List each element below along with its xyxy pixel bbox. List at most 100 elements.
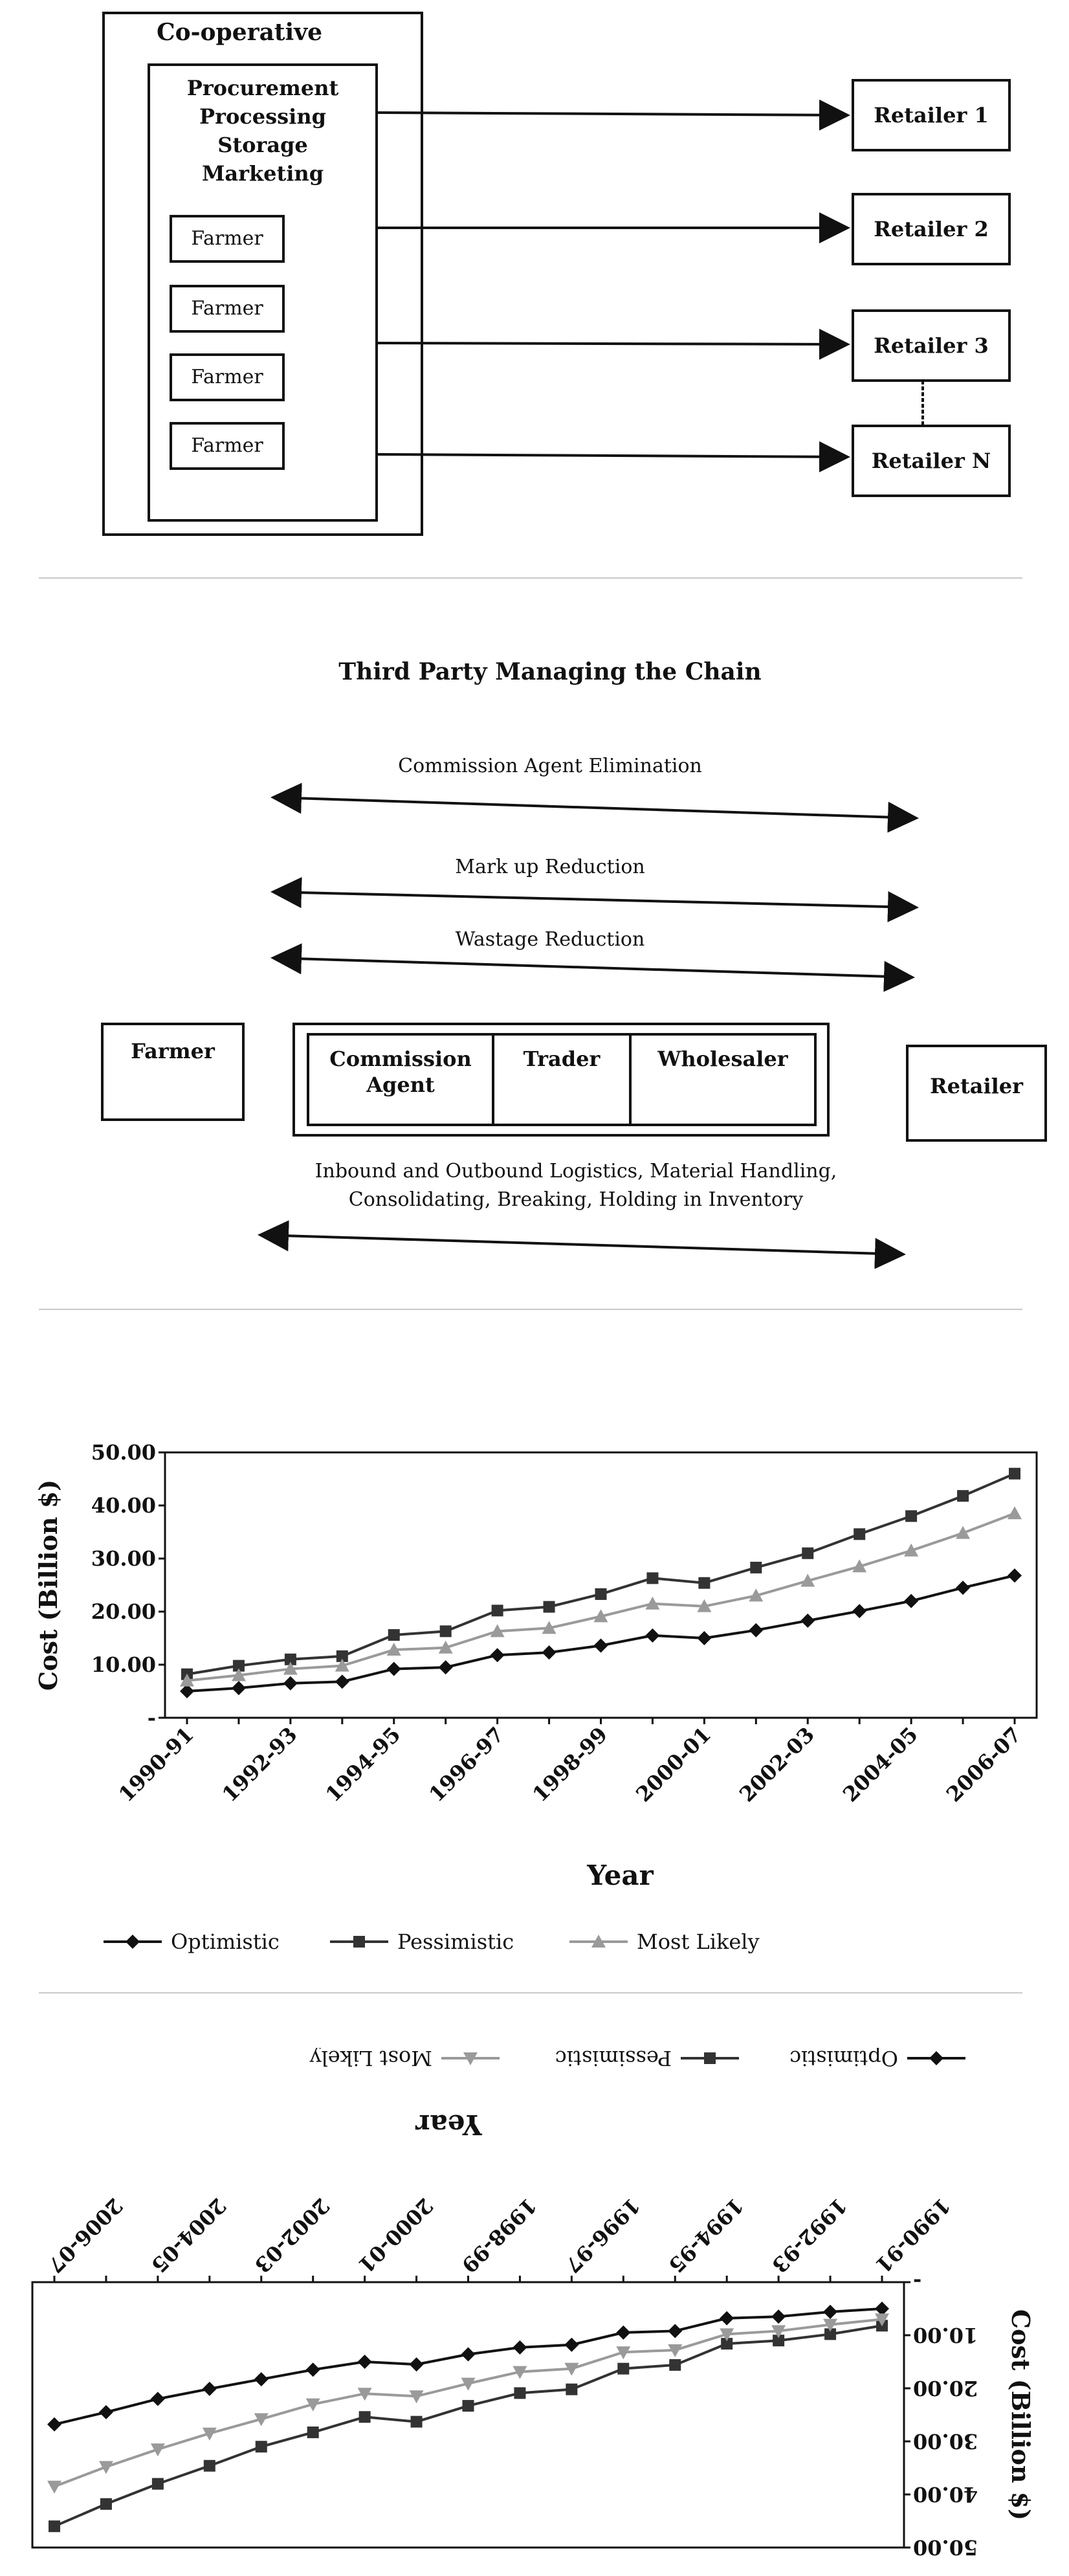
data-point [357, 2355, 372, 2369]
data-point [336, 1650, 348, 1662]
data-point [593, 1609, 608, 1623]
data-point [335, 1658, 349, 1672]
farmer-box: Farmer [170, 285, 285, 333]
x-tick-label: 1996-97 [560, 2193, 645, 2278]
data-point [514, 2387, 526, 2399]
data-point [800, 1573, 815, 1587]
data-point [749, 1588, 764, 1602]
y-tick-label: 50.00 [91, 1440, 156, 1465]
data-point [461, 2347, 476, 2362]
legend-label: Optimistic [789, 2048, 898, 2071]
commission-agent-cell: Commission Agent [307, 1033, 494, 1126]
farmer-node: Farmer [101, 1023, 245, 1121]
data-point [875, 2313, 889, 2327]
x-tick-label: 1994-95 [321, 1722, 406, 1807]
section-divider [39, 577, 1022, 579]
y-axis-label: Cost (Billion $) [1006, 2309, 1035, 2520]
coop-function-storage: Storage [217, 133, 308, 157]
data-point [616, 2346, 631, 2360]
data-point [646, 1572, 659, 1584]
data-point [542, 1645, 557, 1660]
wholesaler-cell: Wholesaler [629, 1033, 817, 1126]
data-point [564, 2337, 579, 2352]
logistics-arrow [258, 1220, 906, 1269]
markup-reduction-arrow [270, 877, 919, 922]
y-tick-label: 10.00 [91, 1652, 156, 1677]
data-point [150, 2392, 165, 2406]
x-tick-label: 1992-93 [217, 1722, 302, 1807]
x-axis-label: Year [415, 2109, 482, 2140]
data-point [905, 1510, 918, 1522]
y-tick-label: 20.00 [913, 2376, 978, 2401]
legend-marker [591, 1935, 606, 1948]
data-point [386, 1643, 401, 1656]
data-point [49, 2520, 60, 2533]
legend-marker [126, 1935, 140, 1949]
data-point [231, 1681, 246, 1696]
farmer-box: Farmer [170, 353, 285, 401]
legend-label: Pessimistic [555, 2048, 672, 2071]
coop-function-procurement: Procurement [186, 76, 339, 100]
data-point [957, 1490, 969, 1502]
data-point [771, 2325, 786, 2338]
data-point [490, 1624, 505, 1638]
x-tick-label: 1992-93 [767, 2193, 852, 2278]
data-point [543, 1601, 555, 1613]
data-point [668, 2344, 683, 2357]
x-tick-label: 2004-05 [838, 1722, 923, 1807]
farmer-box: Farmer [170, 422, 285, 470]
data-point [595, 1588, 607, 1600]
data-point [904, 1543, 919, 1557]
data-point [386, 1661, 401, 1676]
data-point [720, 2311, 734, 2326]
y-tick-label: 30.00 [91, 1546, 156, 1571]
arrow-to-retailer-1 [377, 99, 850, 131]
legend-label: Optimistic [171, 1929, 280, 1954]
data-point [180, 1684, 194, 1698]
wastage-reduction-arrow [270, 943, 915, 992]
y-tick-label: 40.00 [91, 1493, 156, 1518]
data-point [231, 1668, 246, 1682]
legend-marker [353, 1936, 365, 1948]
arrow-to-retailer-3 [377, 328, 850, 360]
y-tick-label: 30.00 [913, 2429, 978, 2454]
data-point [566, 2383, 578, 2395]
data-point [802, 1547, 814, 1559]
data-point [854, 1528, 866, 1540]
legend-marker [929, 2051, 943, 2065]
data-point [824, 2328, 837, 2340]
data-point [823, 2318, 838, 2332]
data-point [151, 2478, 164, 2490]
x-tick-label: 1990-91 [870, 2193, 955, 2278]
farmer-box: Farmer [170, 215, 285, 263]
data-point [490, 1648, 505, 1663]
retailer-box: Retailer 3 [852, 309, 1011, 382]
x-tick-label: 2000-01 [631, 1722, 716, 1807]
data-point [254, 2413, 269, 2426]
data-point [491, 1604, 503, 1617]
x-tick-label: 2006-07 [942, 1722, 1026, 1807]
y-axis-label: Cost (Billion $) [34, 1480, 63, 1691]
data-point [283, 1676, 298, 1691]
data-point [284, 1653, 296, 1665]
data-point [852, 1559, 867, 1573]
x-tick-label: 2002-03 [250, 2193, 335, 2278]
data-point [255, 2441, 267, 2453]
data-point [100, 2498, 112, 2510]
data-point [512, 2340, 527, 2355]
plot-area [31, 2281, 905, 2549]
data-point [47, 2480, 61, 2494]
data-point [875, 2302, 889, 2316]
data-point [150, 2443, 165, 2457]
data-point [852, 1604, 867, 1619]
x-tick-label: 1990-91 [114, 1722, 199, 1807]
arrow-to-retailer-n [377, 441, 850, 472]
y-tick-label: - [913, 2270, 921, 2294]
data-point [956, 1581, 971, 1595]
data-point [617, 2362, 630, 2375]
retailer-box: Retailer 1 [852, 79, 1011, 151]
x-axis-label: Year [586, 1860, 654, 1891]
cost-chart-rotated: - 10.00 20.00 30.00 40.00 50.00 Cost (Billion … [31, 2048, 1035, 2560]
x-tick-label: 1994-95 [664, 2193, 749, 2278]
